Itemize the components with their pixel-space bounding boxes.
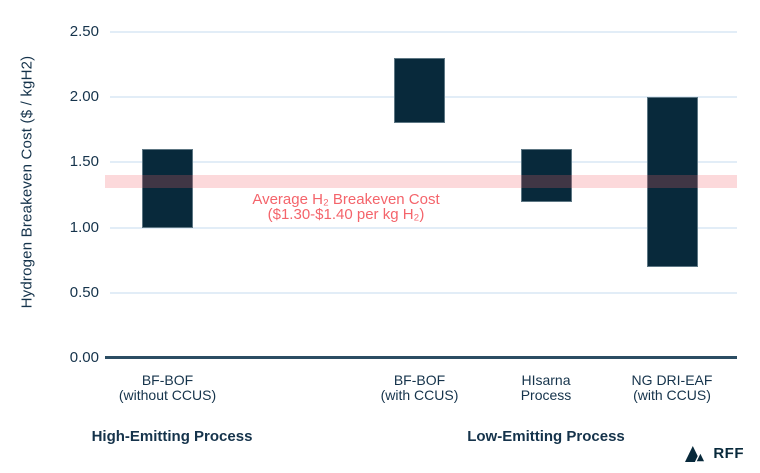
x-tick-label-1: BF-BOF (without CCUS) (118, 372, 217, 403)
average-breakeven-band (105, 175, 737, 189)
x-axis-line (105, 356, 737, 359)
y-tick-label: 1.50 (69, 153, 99, 171)
range-bar-4 (646, 97, 698, 267)
rff-logo-text: RFF (713, 445, 744, 462)
group-label: Low-Emitting Process (467, 428, 625, 445)
gridline-2.50 (110, 31, 737, 33)
y-tick-label: 1.00 (69, 218, 99, 236)
y-tick-label: 0.50 (69, 283, 99, 301)
gridline-1.50 (110, 161, 737, 164)
x-tick-label-2: BF-BOF (with CCUS) (380, 372, 459, 403)
y-tick-label: 0.00 (69, 349, 99, 366)
band-annotation-line1: Average H₂ Breakeven Cost (252, 191, 440, 209)
range-bar-3 (520, 149, 572, 202)
x-tick-label-4: NG DRI-EAF (with CCUS) (631, 372, 713, 403)
band-annotation-line2: ($1.30-$1.40 per kg H₂) (267, 206, 425, 224)
gridline-0.50 (110, 291, 737, 294)
rff-mountain-icon (685, 446, 707, 462)
rff-logo: RFF (685, 445, 744, 462)
x-tick-label-3: HIsarna Process (520, 372, 572, 403)
y-axis-title: Hydrogen Breakeven Cost ($ / kgH2) (18, 55, 36, 309)
range-bar-1 (142, 149, 193, 228)
band-annotation: Average H₂ Breakeven Cost ($1.30-$1.40 p… (252, 192, 439, 222)
gridline-1.00 (110, 226, 737, 229)
y-tick-label: 2.50 (69, 23, 99, 40)
group-label: High-Emitting Process (91, 428, 253, 445)
y-tick-label: 2.00 (69, 88, 99, 106)
range-bar-2 (394, 58, 445, 124)
